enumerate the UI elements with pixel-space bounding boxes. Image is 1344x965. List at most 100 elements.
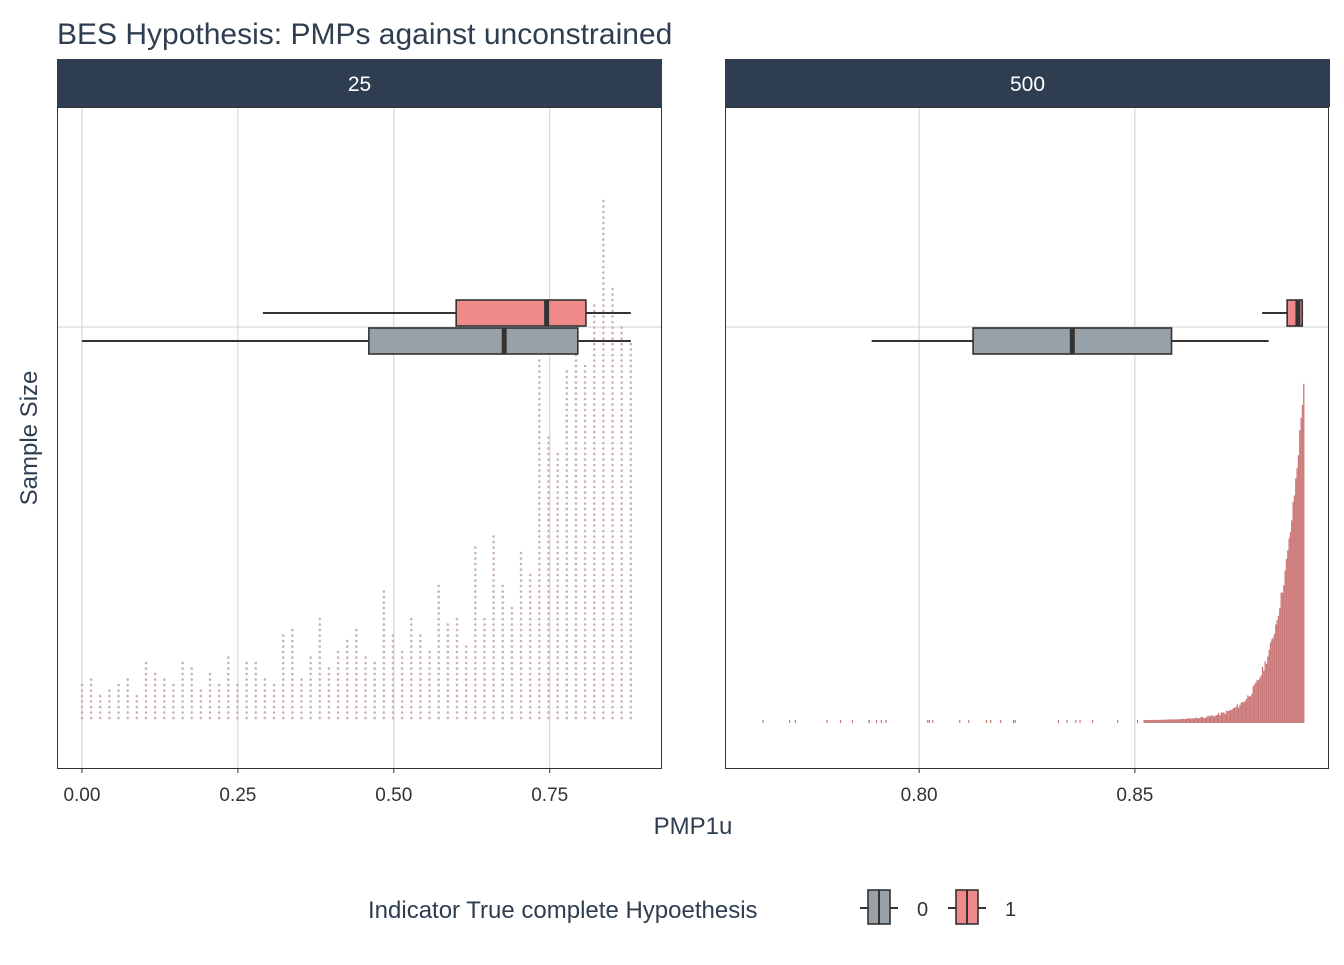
dot [391,683,395,687]
dot [538,694,541,698]
dot [519,667,523,670]
dot [611,348,614,351]
dot-column [1179,719,1181,723]
dot [254,667,258,670]
dot [345,716,349,720]
dot [492,551,495,555]
dot [364,700,367,703]
dot [538,403,541,406]
dot [592,441,596,445]
dot [538,612,541,615]
dot [501,595,505,599]
legend: Indicator True complete Hypoethesis 0 1 [368,889,1016,925]
dot [345,661,349,665]
dot [547,507,550,511]
dot [144,689,148,692]
dot [227,700,230,703]
dot [117,683,120,687]
dot [547,485,550,489]
dot [556,535,559,538]
dot-column [1303,383,1305,723]
dot [583,370,587,373]
dot [547,441,550,445]
dot [602,243,605,247]
dot [318,650,322,654]
dot-column [1285,558,1288,723]
dot [565,606,569,610]
dot [602,656,605,659]
dot [547,606,550,610]
dot [345,650,349,654]
dot [583,524,587,527]
dot [419,700,422,703]
dot [629,562,633,566]
dot [153,678,157,681]
dot [419,678,422,681]
dot [611,711,614,714]
dot [629,667,633,670]
dot-column [1187,718,1189,723]
dot [565,711,569,714]
dot [217,694,221,698]
dot [592,507,596,511]
dot [620,623,623,626]
dot [538,705,541,709]
dot [291,700,294,703]
dot [355,716,358,720]
dot [592,342,596,346]
dot [620,337,623,340]
dot [355,683,358,687]
dot [318,661,322,665]
dot [409,716,413,720]
dot [528,623,532,626]
dot [556,716,559,720]
dot [80,716,84,720]
dot [153,694,157,698]
dot [519,716,523,720]
dot [89,678,93,681]
dot [547,452,550,456]
dot [565,546,569,549]
dot-column [1206,717,1208,723]
dot [409,623,413,626]
panel-25-x-ticks: 0.00 0.25 0.50 0.75 [63,768,568,806]
dot [528,573,532,577]
dot [281,689,285,692]
dot-column [1256,679,1258,723]
dot [611,518,614,522]
dot [629,364,633,368]
dot [574,546,578,549]
dot [583,694,587,698]
dot-column [1176,719,1179,723]
dot [592,656,596,659]
dot [437,694,441,698]
dot [446,650,450,654]
dot [574,689,578,692]
dot [592,568,596,571]
dot [492,573,495,577]
dot [556,507,559,511]
dot [400,661,404,665]
dot [254,705,258,709]
dot [602,397,605,401]
dot [291,711,294,714]
dot [556,513,559,516]
dot [583,584,587,588]
dot [620,353,623,357]
dot [592,711,596,714]
dot [620,491,623,494]
dot [547,705,550,709]
dot [592,700,596,703]
dot [985,720,987,723]
dot [602,271,605,274]
dot-column [1158,719,1160,723]
dot [592,617,596,621]
dot [318,639,322,643]
dot [565,458,569,461]
dot [574,623,578,626]
dot [547,595,550,599]
panel-25-boxplots [81,299,631,355]
dot [419,694,422,698]
dot [108,689,111,692]
dot [538,617,541,621]
